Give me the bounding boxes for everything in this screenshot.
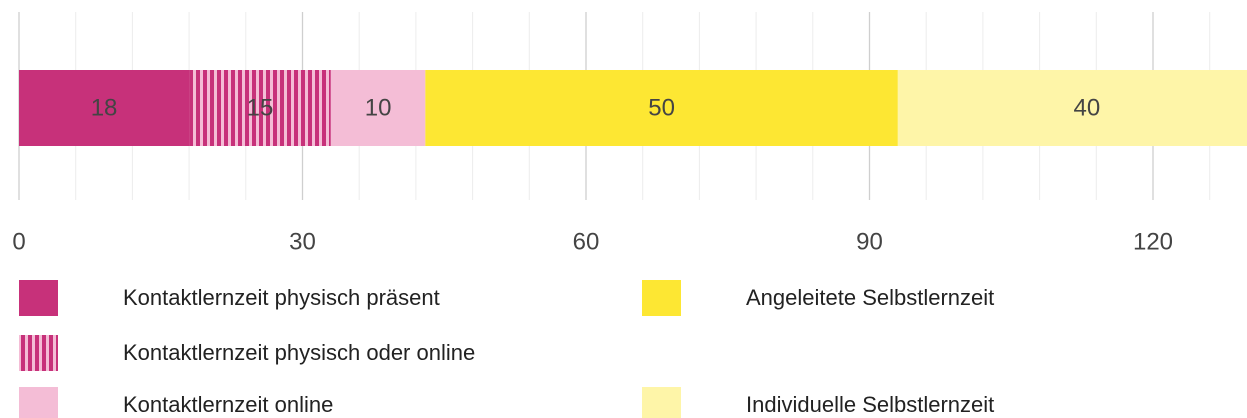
data-label: 50	[648, 94, 675, 121]
x-tick-label: 90	[856, 228, 883, 255]
bar-segment	[189, 70, 331, 146]
legend-label: Individuelle Selbstlernzeit	[746, 392, 994, 417]
bar-segment	[330, 70, 426, 146]
legend-swatch	[19, 387, 58, 418]
legend-label: Kontaktlernzeit online	[123, 392, 333, 417]
data-label: 18	[91, 94, 118, 121]
legend-swatch	[19, 335, 58, 371]
data-label: 40	[1073, 94, 1100, 121]
legend-label: Kontaktlernzeit physisch präsent	[123, 285, 440, 310]
bar-segment	[425, 70, 898, 146]
legend-label: Kontaktlernzeit physisch oder online	[123, 340, 475, 365]
x-tick-label: 60	[573, 228, 600, 255]
bar-segment	[897, 70, 1247, 146]
data-label: 10	[365, 94, 392, 121]
data-label: 15	[247, 94, 274, 121]
legend-swatch	[642, 280, 681, 316]
x-tick-label: 30	[289, 228, 316, 255]
x-tick-label: 120	[1133, 228, 1173, 255]
bar-segment	[19, 70, 190, 146]
legend-swatch	[19, 280, 58, 316]
legend-swatch	[642, 387, 681, 418]
x-tick-label: 0	[12, 228, 25, 255]
legend-label: Angeleitete Selbstlernzeit	[746, 285, 994, 310]
